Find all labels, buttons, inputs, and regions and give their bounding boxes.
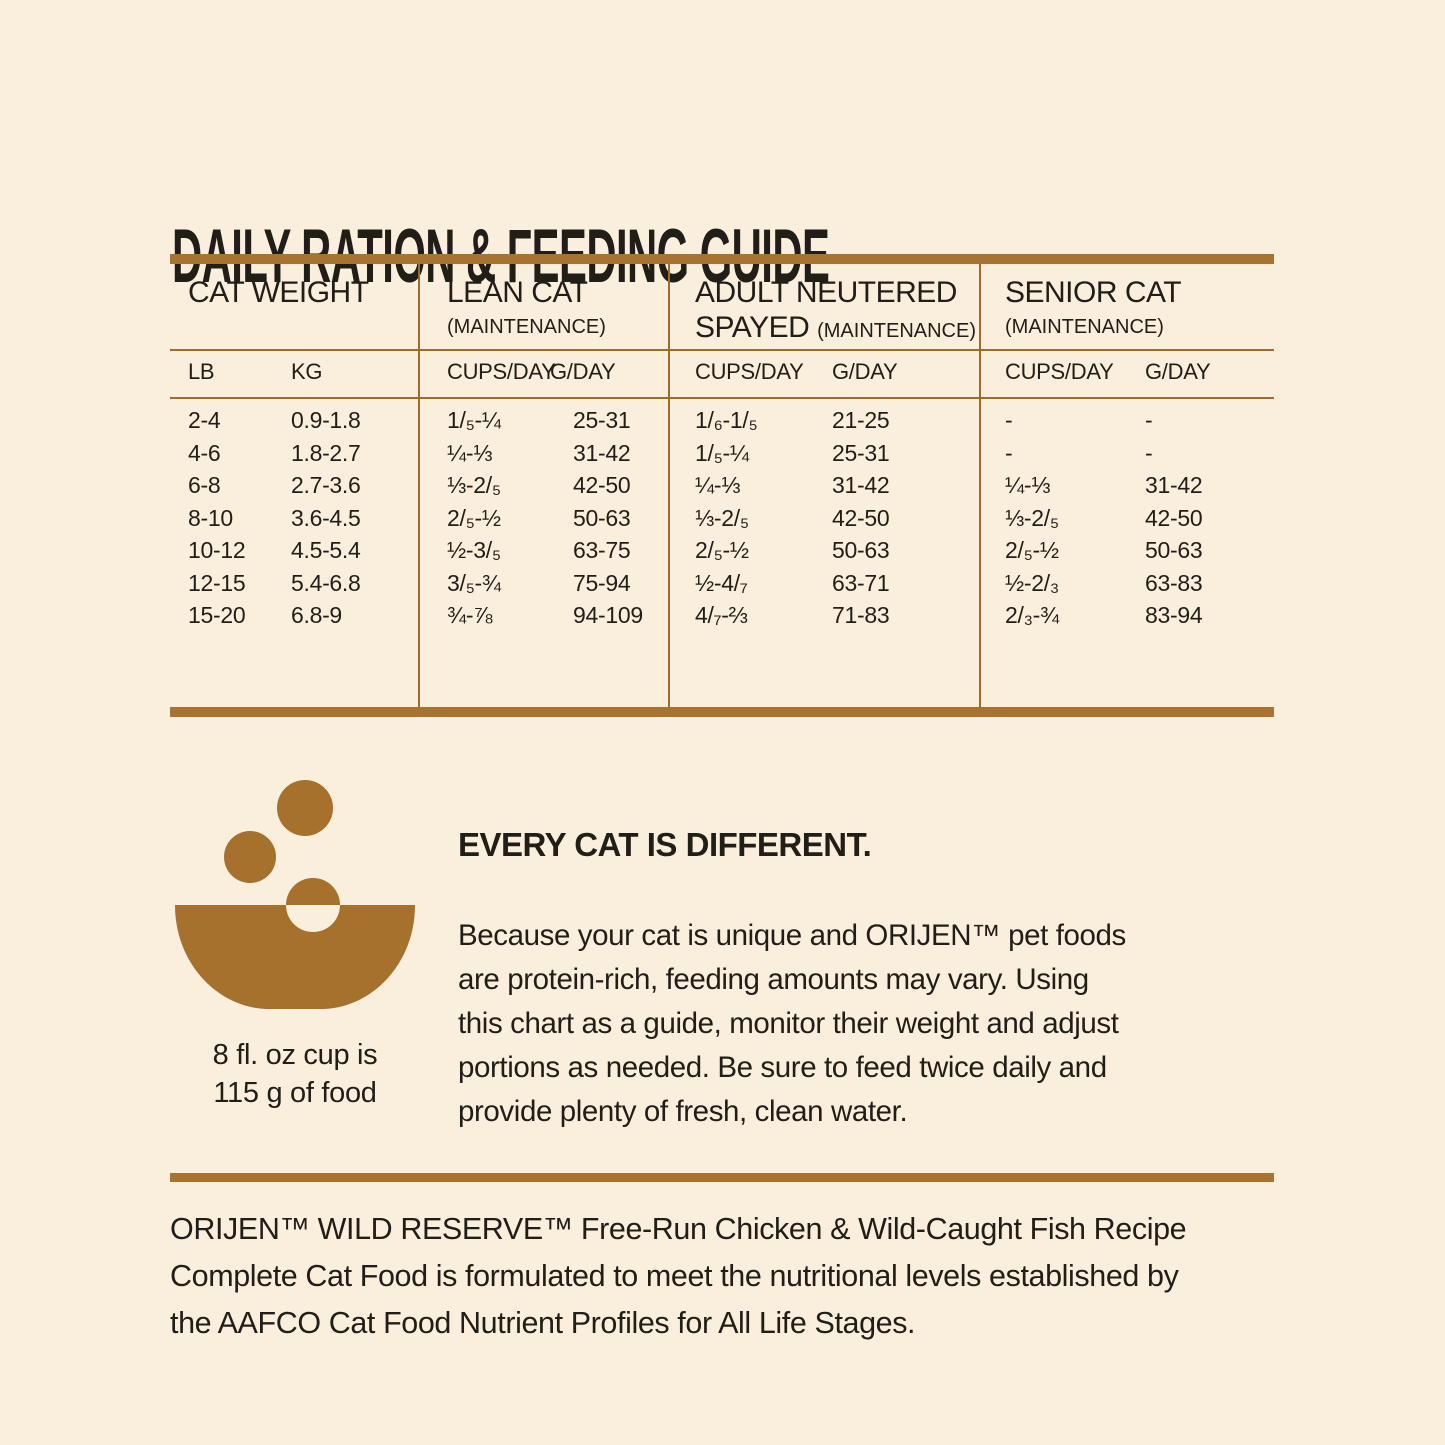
header-lean-cat-subtitle: (MAINTENANCE): [447, 316, 606, 338]
feeding-table: CAT WEIGHT LEAN CAT (MAINTENANCE) ADULT …: [170, 254, 1274, 717]
cell-adult-cups: ½-4/₇: [695, 569, 748, 596]
cell-adult-cups: 1/₆-1/₅: [695, 407, 758, 433]
cell-senior-g: 63-83: [1145, 569, 1203, 596]
cell-adult-g: 25-31: [832, 439, 890, 466]
cell-adult-g: 50-63: [832, 537, 890, 563]
bowl-kibble-icon: [172, 778, 418, 1014]
cell-lean-cups: ⅓-2/₅: [447, 472, 501, 498]
cell-kg: 3.6-4.5: [291, 504, 361, 531]
cell-lean-g: 42-50: [573, 472, 631, 498]
cell-senior-cups: -: [1005, 407, 1013, 433]
column-divider: [979, 264, 981, 707]
cell-senior-g: 50-63: [1145, 537, 1203, 563]
subheader-kg: KG: [291, 359, 323, 384]
subheader-lean-cups: CUPS/DAY: [447, 359, 556, 384]
cell-adult-cups: 1/₅-¼: [695, 439, 749, 466]
cell-lean-cups: ¼-⅓: [447, 439, 493, 466]
cell-lb: 10-12: [188, 537, 246, 563]
cell-senior-g: 83-94: [1145, 602, 1203, 628]
cell-adult-cups: ⅓-2/₅: [695, 504, 749, 531]
cell-adult-cups: 2/₅-½: [695, 537, 749, 563]
cell-senior-cups: ⅓-2/₅: [1005, 504, 1059, 531]
header-adult-subtitle: (MAINTENANCE): [817, 320, 976, 342]
cell-lb: 6-8: [188, 472, 221, 498]
cell-kg: 0.9-1.8: [291, 407, 361, 433]
cell-kg: 5.4-6.8: [291, 569, 361, 596]
cell-adult-cups: 4/₇-⅔: [695, 602, 748, 628]
cell-senior-cups: ½-2/₃: [1005, 569, 1059, 596]
cell-adult-g: 42-50: [832, 504, 890, 531]
cell-senior-cups: 2/₃-¾: [1005, 602, 1059, 628]
table-bottom-bar: [170, 707, 1274, 717]
cell-lean-cups: 1/₅-¼: [447, 407, 501, 433]
cell-adult-g: 31-42: [832, 472, 890, 498]
header-senior-cat: SENIOR CAT (MAINTENANCE): [1005, 275, 1182, 345]
cell-lean-cups: ½-3/₅: [447, 537, 501, 563]
header-adult-neutered: ADULT NEUTERED SPAYED (MAINTENANCE): [695, 275, 976, 349]
cell-senior-g: -: [1145, 439, 1153, 466]
header-senior-cat-subtitle: (MAINTENANCE): [1005, 316, 1164, 338]
cell-senior-cups: -: [1005, 439, 1013, 466]
column-divider: [668, 264, 670, 707]
cell-adult-g: 71-83: [832, 602, 890, 628]
cell-adult-g: 21-25: [832, 407, 890, 433]
cell-lean-g: 31-42: [573, 439, 631, 466]
cell-kg: 6.8-9: [291, 602, 342, 628]
cell-lean-cups: 2/₅-½: [447, 504, 501, 531]
cup-measure-note: 8 fl. oz cup is 115 g of food: [212, 1039, 378, 1109]
cell-kg: 4.5-5.4: [291, 537, 361, 563]
aafco-statement: ORIJEN™ WILD RESERVE™ Free-Run Chicken &…: [170, 1212, 1187, 1340]
cell-lean-cups: ¾-⅞: [447, 602, 493, 628]
cell-lb: 2-4: [188, 407, 221, 433]
cell-kg: 2.7-3.6: [291, 472, 361, 498]
cell-lb: 4-6: [188, 439, 221, 466]
cell-senior-g: -: [1145, 407, 1153, 433]
header-lean-cat-label: LEAN CAT: [447, 276, 588, 309]
subheader-rule: [170, 397, 1274, 399]
footer-rule: [170, 1173, 1274, 1182]
header-cat-weight-label: CAT WEIGHT: [188, 276, 369, 309]
cell-lean-g: 75-94: [573, 569, 631, 596]
subheader-lean-g: G/DAY: [550, 359, 616, 384]
cell-lb: 8-10: [188, 504, 233, 531]
cell-senior-cups: 2/₅-½: [1005, 537, 1059, 563]
subheader-adult-g: G/DAY: [832, 359, 898, 384]
header-lean-cat: LEAN CAT (MAINTENANCE): [447, 275, 606, 345]
cell-lean-g: 50-63: [573, 504, 631, 531]
header-adult-line2: SPAYED: [695, 311, 810, 344]
cell-lean-cups: 3/₅-¾: [447, 569, 501, 596]
table-top-bar: [170, 254, 1274, 264]
info-heading: EVERY CAT IS DIFFERENT.: [458, 826, 872, 863]
subheader-adult-cups: CUPS/DAY: [695, 359, 804, 384]
cell-adult-g: 63-71: [832, 569, 890, 596]
cell-adult-cups: ¼-⅓: [695, 472, 741, 498]
cell-lb: 15-20: [188, 602, 246, 628]
cell-kg: 1.8-2.7: [291, 439, 361, 466]
cell-senior-g: 42-50: [1145, 504, 1203, 531]
cell-lb: 12-15: [188, 569, 246, 596]
cell-lean-g: 94-109: [573, 602, 643, 628]
cell-senior-cups: ¼-⅓: [1005, 472, 1051, 498]
subheader-senior-g: G/DAY: [1145, 359, 1211, 384]
subheader-lb: LB: [188, 359, 215, 384]
cell-lean-g: 63-75: [573, 537, 631, 563]
subheader-senior-cups: CUPS/DAY: [1005, 359, 1114, 384]
cell-lean-g: 25-31: [573, 407, 631, 433]
column-divider: [418, 264, 420, 707]
cell-senior-g: 31-42: [1145, 472, 1203, 498]
header-senior-cat-label: SENIOR CAT: [1005, 276, 1182, 309]
header-rule: [170, 349, 1274, 351]
header-adult-line1: ADULT NEUTERED: [695, 276, 957, 309]
info-body: Because your cat is unique and ORIJEN™ p…: [458, 919, 1126, 1128]
header-cat-weight: CAT WEIGHT: [188, 275, 369, 310]
